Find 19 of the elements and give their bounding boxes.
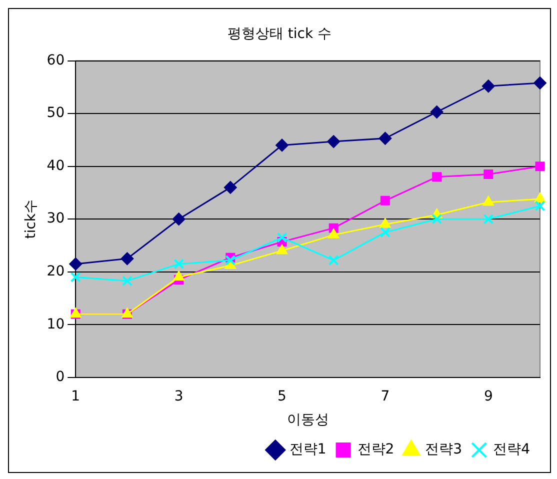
- y-tick-label: 40: [46, 158, 65, 174]
- y-axis-title: tick수: [23, 200, 40, 239]
- chart-title: 평형상태 tick 수: [227, 26, 332, 42]
- x-tick-label: 1: [71, 388, 80, 404]
- legend-label: 전략1: [289, 442, 326, 458]
- x-tick-label: 3: [174, 388, 184, 404]
- y-tick-label: 0: [56, 369, 65, 386]
- y-tick-label: 20: [46, 264, 65, 280]
- legend-label: 전략3: [425, 442, 462, 458]
- y-tick-label: 10: [46, 316, 65, 332]
- x-tick-label: 5: [278, 388, 286, 404]
- x-axis-title: 이동성: [286, 412, 329, 428]
- legend-label: 전략4: [493, 442, 530, 458]
- legend-label: 전략2: [357, 442, 394, 458]
- y-tick-label: 50: [46, 105, 65, 122]
- x-tick-label: 7: [380, 388, 390, 404]
- y-tick-label: 60: [46, 52, 65, 68]
- x-tick-label: 9: [484, 388, 493, 404]
- y-tick-label: 30: [46, 210, 65, 227]
